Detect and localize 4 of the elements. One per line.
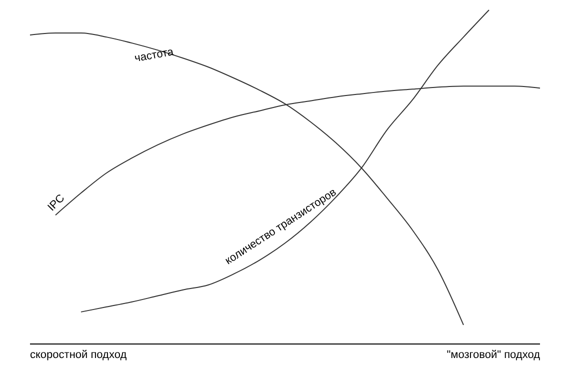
text: частота	[134, 46, 176, 65]
text: "мозговой" подход	[446, 349, 541, 361]
text: IPC	[46, 192, 68, 214]
text: скоростной подход	[30, 349, 128, 361]
